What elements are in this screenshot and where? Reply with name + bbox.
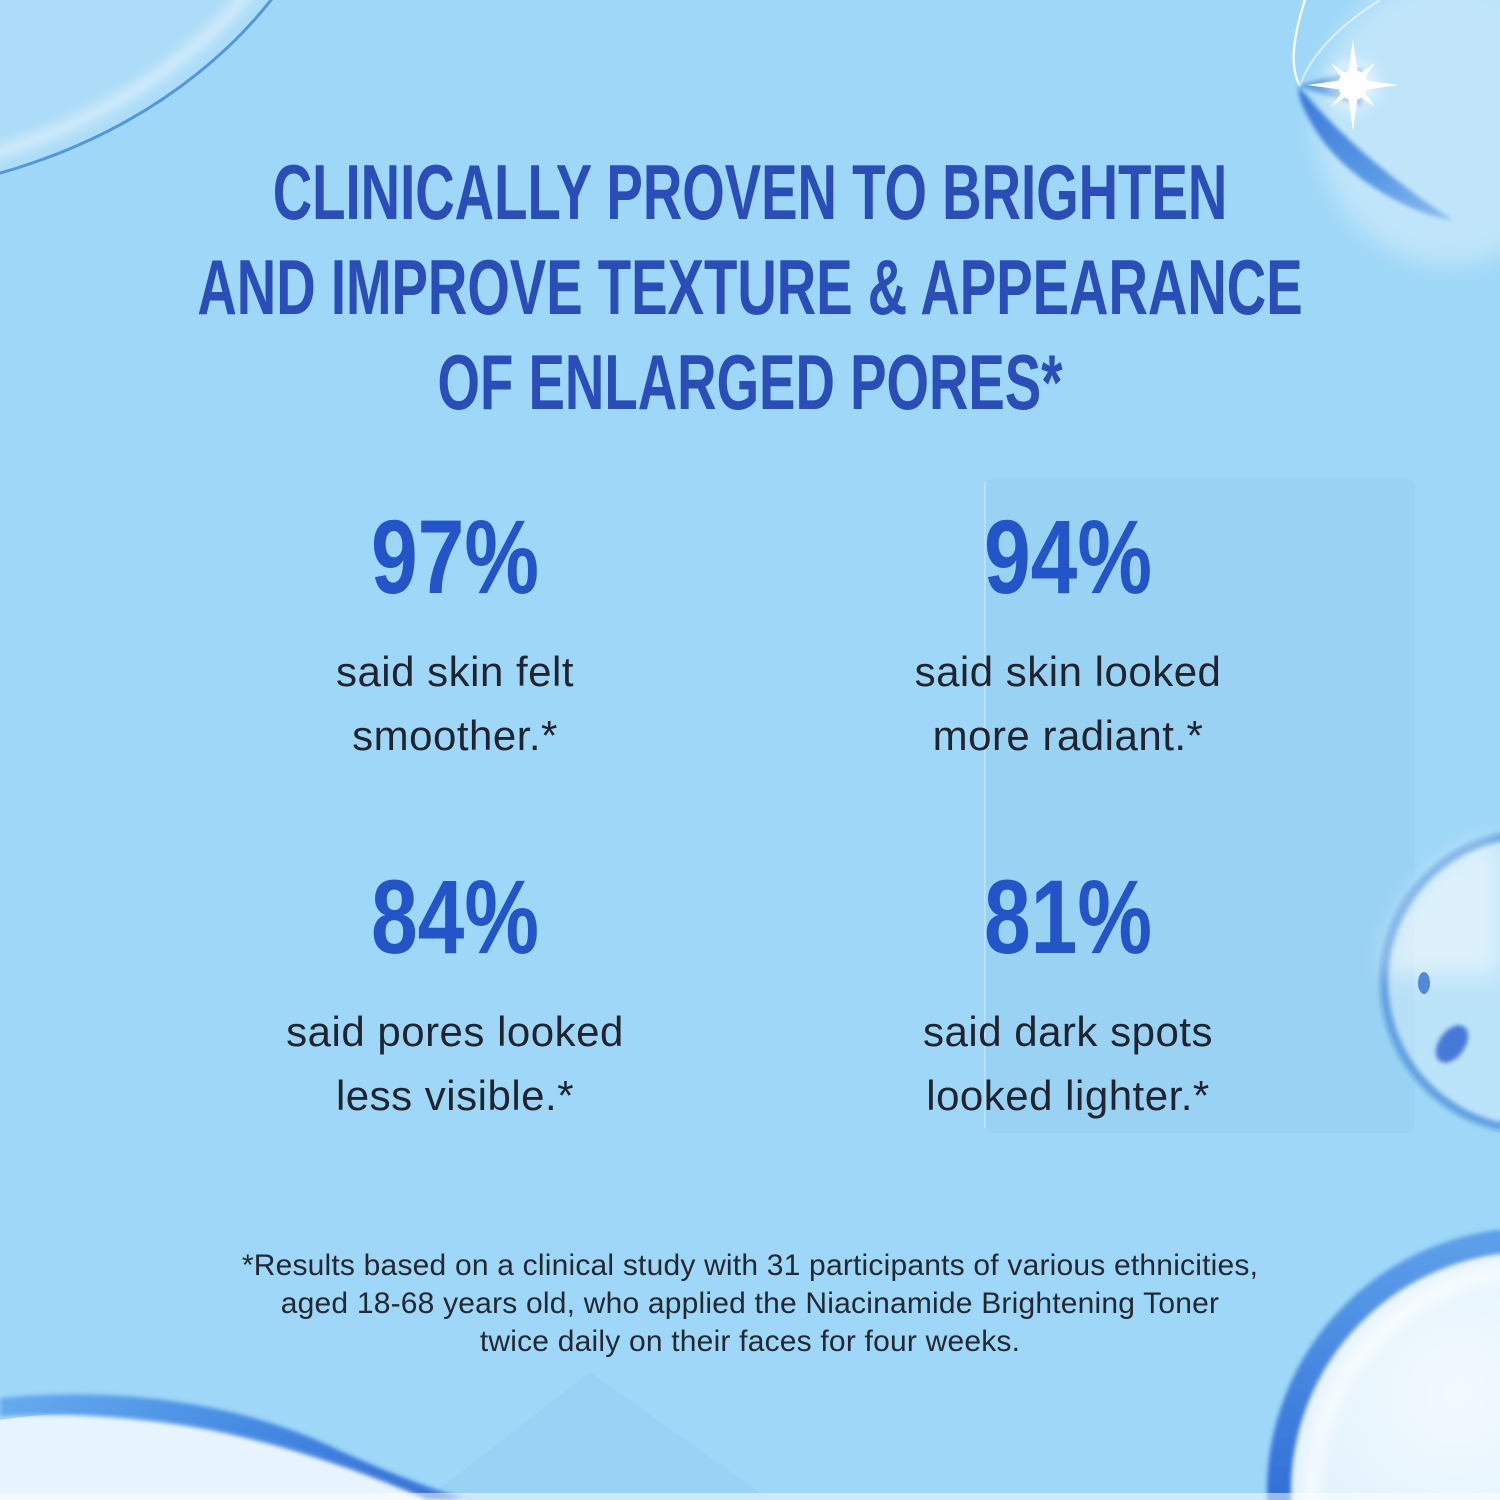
stat-value: 94% xyxy=(983,499,1153,616)
sparkle-star-icon xyxy=(1307,39,1399,131)
stat-caption-line: less visible.* xyxy=(335,1072,575,1119)
stat-caption-line: said skin felt xyxy=(335,648,575,695)
bubble-top-left-icon xyxy=(0,0,273,175)
stat-caption: said skin looked more radiant.* xyxy=(768,640,1368,768)
headline-line-2: AND IMPROVE TEXTURE & APPEARANCE xyxy=(197,243,1303,331)
headline-line-1: CLINICALLY PROVEN TO BRIGHTEN xyxy=(272,148,1228,236)
sparkle-droplet-top-right-icon xyxy=(1292,0,1500,265)
stats-row-1: 97% said skin felt smoother.* 94% said s… xyxy=(155,505,1368,768)
footnote-line-2: aged 18-68 years old, who applied the Ni… xyxy=(280,1287,1220,1320)
stat-caption: said pores looked less visible.* xyxy=(155,1000,755,1128)
headline-line-3: OF ENLARGED PORES* xyxy=(437,338,1063,426)
headline: CLINICALLY PROVEN TO BRIGHTEN AND IMPROV… xyxy=(85,145,1415,430)
stat-skin-radiant: 94% said skin looked more radiant.* xyxy=(768,505,1368,768)
stat-caption-line: said dark spots xyxy=(923,1008,1213,1055)
stat-caption: said dark spots looked lighter.* xyxy=(768,1000,1368,1128)
stat-value: 97% xyxy=(370,499,540,616)
stat-value: 84% xyxy=(370,859,540,976)
stat-skin-smoother: 97% said skin felt smoother.* xyxy=(155,505,755,768)
stat-value: 81% xyxy=(983,859,1153,976)
stat-caption: said skin felt smoother.* xyxy=(155,640,755,768)
puddle-bottom-left-icon xyxy=(0,1394,1500,1500)
bubble-right-edge-icon xyxy=(1379,832,1500,1132)
stat-pores-less-visible: 84% said pores looked less visible.* xyxy=(155,865,755,1128)
stat-caption-line: said pores looked xyxy=(286,1008,624,1055)
glass-overlay xyxy=(984,482,986,1128)
stat-caption-line: more radiant.* xyxy=(932,712,1204,759)
facet-bottom-middle xyxy=(425,1372,770,1500)
footnote-line-1: *Results based on a clinical study with … xyxy=(241,1249,1259,1282)
stat-caption-line: smoother.* xyxy=(352,712,558,759)
stats-row-2: 84% said pores looked less visible.* 81%… xyxy=(155,865,1368,1128)
stat-caption-line: said skin looked xyxy=(914,648,1222,695)
stat-caption-line: looked lighter.* xyxy=(926,1072,1210,1119)
stat-dark-spots-lighter: 81% said dark spots looked lighter.* xyxy=(768,865,1368,1128)
footnote: *Results based on a clinical study with … xyxy=(0,1247,1500,1361)
footnote-line-3: twice daily on their faces for four week… xyxy=(479,1325,1021,1358)
